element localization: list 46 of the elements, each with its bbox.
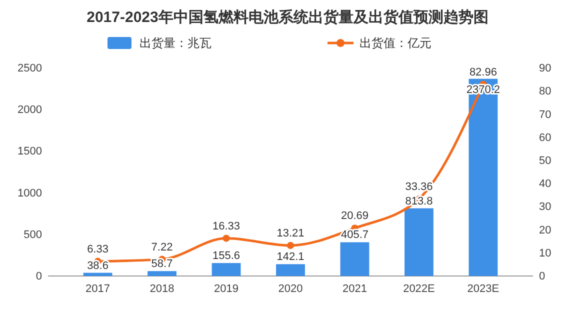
y2-tick-label: 40 — [539, 178, 552, 190]
x-tick-label: 2021 — [342, 282, 367, 295]
bar — [148, 271, 176, 276]
chart-title: 2017-2023年中国氢燃料电池系统出货量及出货值预测趋势图 — [86, 9, 488, 26]
bar — [83, 272, 112, 276]
y2-tick-label: 50 — [539, 154, 552, 167]
bar — [276, 264, 305, 276]
legend-label: 出货值：亿元 — [360, 36, 432, 50]
data-label: 20.69 — [340, 210, 369, 222]
legend-label: 出货量：兆瓦 — [140, 36, 212, 50]
y2-tick-label: 60 — [539, 132, 552, 144]
x-tick-label: 2023E — [467, 282, 500, 295]
x-tick-label: 2018 — [150, 282, 174, 295]
y-tick-label: 1500 — [18, 146, 42, 158]
y-tick-label: 500 — [24, 228, 42, 241]
y-tick-label: 0 — [36, 270, 42, 283]
bar — [212, 263, 241, 276]
y-tick-label: 2500 — [18, 62, 42, 75]
bar — [468, 78, 498, 276]
data-label: 7.22 — [151, 241, 173, 254]
point — [222, 234, 230, 242]
y2-tick-label: 20 — [539, 224, 552, 236]
data-label: 142.1 — [276, 251, 304, 264]
data-label: 155.6 — [212, 250, 240, 262]
data-label: 82.96 — [469, 66, 497, 78]
y2-tick-label: 70 — [539, 108, 552, 121]
y-tick-label: 2000 — [18, 104, 42, 116]
data-label: 16.33 — [212, 220, 240, 232]
data-label: 58.7 — [151, 258, 173, 270]
bar — [404, 208, 434, 276]
x-tick-label: 2022E — [403, 282, 435, 295]
y2-tick-label: 10 — [539, 247, 552, 260]
y-tick-label: 1000 — [18, 187, 42, 200]
data-label: 38.6 — [87, 260, 108, 272]
data-label: 405.7 — [340, 229, 369, 242]
bar — [340, 242, 370, 276]
x-tick-label: 2020 — [278, 282, 303, 295]
y2-tick-label: 90 — [539, 62, 552, 75]
y2-tick-label: 30 — [539, 201, 552, 214]
data-label: 13.21 — [276, 227, 304, 240]
data-label: 6.33 — [87, 243, 108, 256]
x-tick-label: 2017 — [86, 282, 110, 295]
point — [286, 242, 294, 250]
x-tick-label: 2019 — [214, 282, 239, 295]
y2-tick-label: 80 — [539, 86, 552, 98]
y2-tick-label: 0 — [539, 270, 546, 283]
